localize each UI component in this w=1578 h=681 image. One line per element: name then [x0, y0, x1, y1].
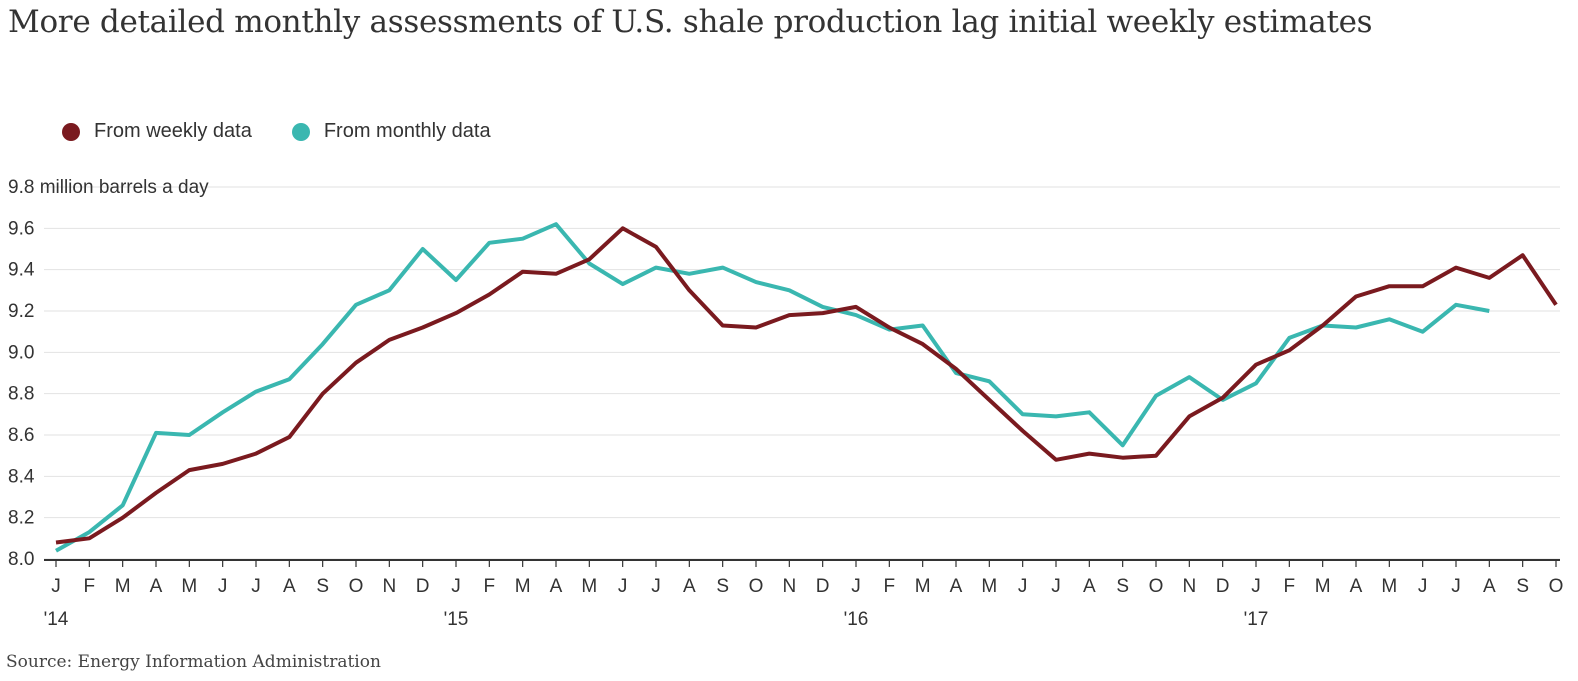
x-tick-label: N: [1182, 576, 1196, 597]
x-tick-label: M: [515, 576, 531, 597]
y-tick-label: 8.4: [8, 466, 35, 487]
x-tick-label: J: [1418, 576, 1428, 597]
x-tick-label: M: [1381, 576, 1397, 597]
x-tick-label: A: [950, 576, 963, 597]
y-tick-label: 8.8: [8, 384, 34, 405]
x-year-label: '14: [44, 609, 69, 630]
legend-item-weekly: From weekly data: [62, 120, 252, 143]
legend-swatch-monthly: [291, 122, 310, 141]
x-tick-label: N: [782, 576, 796, 597]
x-tick-label: J: [651, 576, 661, 597]
x-tick-label: F: [84, 576, 96, 597]
y-axis-tick-labels: 8.0 8.2 8.4 8.6 8.8 9.0 9.2 9.4 9.6 9.8 million b…: [8, 177, 209, 570]
x-tick-label: D: [1216, 576, 1230, 597]
x-tick-label: J: [1451, 576, 1461, 597]
legend: From weekly data From monthly data: [62, 120, 531, 143]
legend-item-monthly: From monthly data: [291, 120, 491, 143]
x-tick-label: S: [716, 576, 729, 597]
x-tick-label: M: [115, 576, 131, 597]
x-tick-label: J: [251, 576, 261, 597]
legend-label-weekly: From weekly data: [94, 120, 252, 142]
x-tick-label: A: [1083, 576, 1096, 597]
x-year-label: '16: [844, 609, 869, 630]
x-tick-label: F: [884, 576, 896, 597]
y-tick-label: 9.2: [8, 301, 34, 322]
chart-title: More detailed monthly assessments of U.S…: [8, 4, 1373, 40]
x-tick-label: J: [618, 576, 628, 597]
source-note: Source: Energy Information Administratio…: [6, 652, 381, 672]
x-tick-label: O: [1149, 576, 1164, 597]
x-tick-label: J: [1251, 576, 1261, 597]
x-tick-label: A: [550, 576, 563, 597]
series-line-from-weekly-data: [55, 226, 1558, 545]
series-line-from-monthly-data: [55, 222, 1490, 553]
x-tick-label: M: [1315, 576, 1331, 597]
series-lines: [55, 222, 1558, 553]
x-tick-label: J: [51, 576, 61, 597]
y-tick-label: 9.6: [8, 218, 34, 239]
x-year-label: '15: [444, 609, 469, 630]
x-tick-label: A: [283, 576, 296, 597]
gridlines: [44, 186, 1560, 560]
y-tick-label: 9.0: [8, 342, 34, 363]
x-tick-label: S: [1116, 576, 1129, 597]
y-tick-label: 8.6: [8, 425, 34, 446]
x-tick-label: J: [1051, 576, 1061, 597]
x-tick-label: J: [451, 576, 461, 597]
x-tick-label: J: [1018, 576, 1028, 597]
x-tick-label: N: [382, 576, 396, 597]
x-tick-label: A: [1483, 576, 1496, 597]
x-tick-label: O: [349, 576, 364, 597]
y-axis-label: 9.8 million barrels a day: [8, 177, 209, 198]
x-tick-label: O: [749, 576, 764, 597]
legend-swatch-weekly: [62, 122, 80, 141]
legend-label-monthly: From monthly data: [323, 120, 491, 142]
x-tick-label: D: [416, 576, 430, 597]
x-tick-label: O: [1549, 576, 1564, 597]
x-tick-label: J: [218, 576, 228, 597]
x-tick-label: J: [851, 576, 861, 597]
x-tick-label: A: [1350, 576, 1363, 597]
x-tick-label: M: [915, 576, 931, 597]
y-tick-label: 8.0: [8, 549, 34, 570]
x-tick-label: S: [316, 576, 329, 597]
x-tick-label: A: [683, 576, 696, 597]
y-tick-label: 8.2: [8, 508, 34, 529]
x-tick-label: M: [981, 576, 997, 597]
x-tick-label: F: [484, 576, 496, 597]
x-tick-label: S: [1516, 576, 1529, 597]
x-tick-label: A: [150, 576, 163, 597]
x-tick-label: M: [581, 576, 597, 597]
x-tick-label: F: [1284, 576, 1296, 597]
x-tick-label: M: [181, 576, 197, 597]
x-tick-label: D: [816, 576, 830, 597]
x-year-label: '17: [1244, 609, 1269, 630]
y-tick-label: 9.4: [8, 260, 35, 281]
